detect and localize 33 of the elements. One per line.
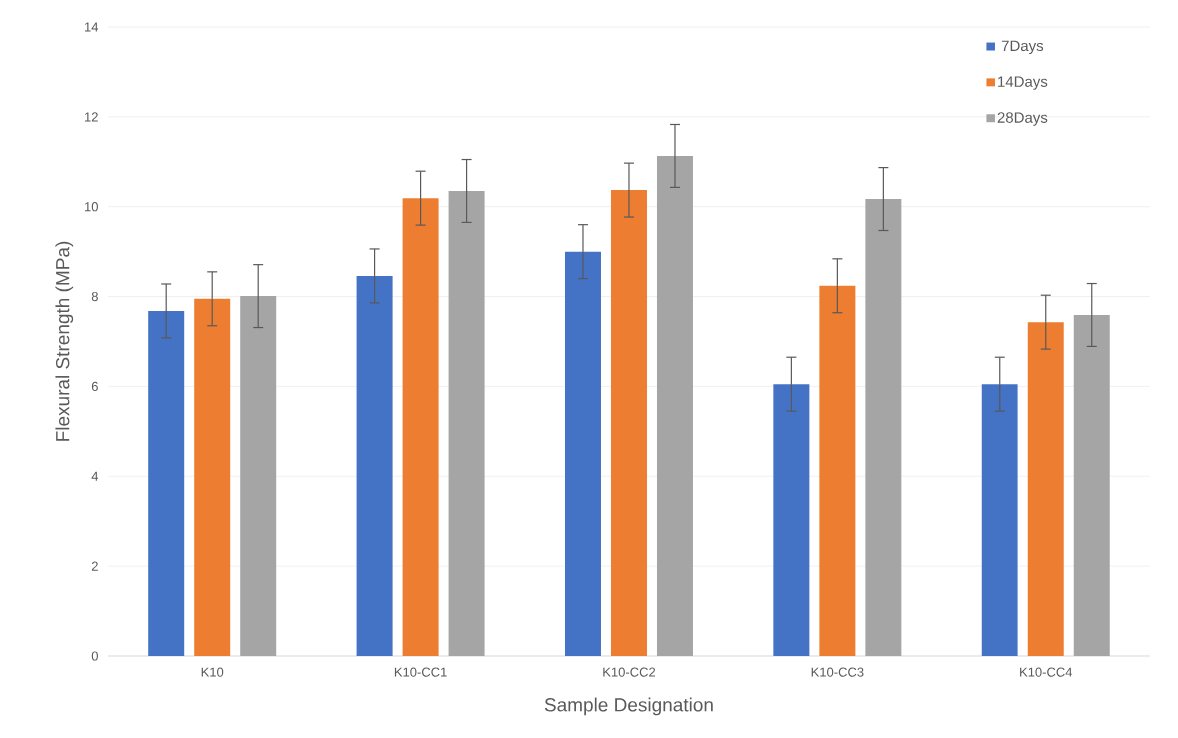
y-tick-label: 4 <box>91 471 99 481</box>
bar <box>240 296 277 656</box>
bar <box>148 310 185 656</box>
bar <box>656 155 693 656</box>
bar <box>819 285 856 656</box>
x-tick-label: K10 <box>201 667 224 677</box>
bar <box>564 251 601 656</box>
x-tick-label: K10-CC1 <box>394 667 447 677</box>
y-axis-title: Flexural Strength (MPa) <box>55 241 74 441</box>
x-tick-label: K10-CC2 <box>603 667 656 677</box>
y-tick-label: 0 <box>91 651 98 661</box>
bar <box>981 384 1018 656</box>
x-tick-label: K10-CC4 <box>1020 667 1073 677</box>
legend-label: 14Days <box>998 76 1048 90</box>
y-tick-label: 14 <box>85 22 99 32</box>
x-axis-title: Sample Designation <box>544 697 713 716</box>
bar <box>402 198 439 656</box>
y-tick-label: 10 <box>85 202 98 212</box>
bar <box>865 199 902 656</box>
bar <box>356 275 393 656</box>
legend-label: 7Days <box>1001 40 1044 55</box>
bar <box>773 384 810 656</box>
y-tick-label: 12 <box>85 112 98 122</box>
x-tick-label: K10-CC3 <box>811 667 864 677</box>
bar <box>1073 314 1110 656</box>
y-tick-label: 2 <box>91 561 98 571</box>
y-tick-label: 8 <box>91 291 98 302</box>
bar <box>1027 322 1064 656</box>
bar <box>448 190 485 656</box>
legend-label: 28Days <box>997 112 1048 126</box>
bar <box>610 190 647 656</box>
y-tick-label: 6 <box>91 381 98 392</box>
bar <box>194 298 231 656</box>
